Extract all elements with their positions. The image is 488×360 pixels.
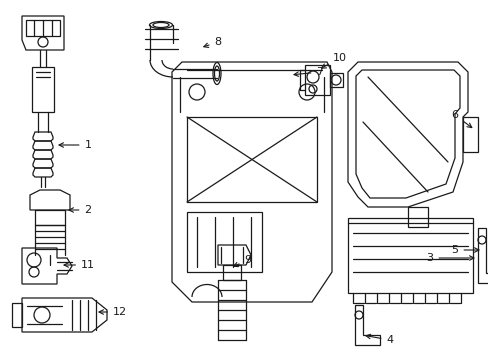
Text: 10: 10 [321, 53, 346, 68]
Text: 12: 12 [99, 307, 127, 317]
Text: 9: 9 [233, 255, 251, 267]
Text: 5: 5 [450, 245, 478, 255]
Text: 2: 2 [69, 205, 91, 215]
Text: 11: 11 [64, 260, 95, 270]
Text: 3: 3 [426, 253, 473, 263]
Text: 8: 8 [203, 37, 221, 48]
Text: 4: 4 [365, 334, 393, 345]
Text: 6: 6 [450, 110, 471, 127]
Text: 1: 1 [59, 140, 91, 150]
Text: 7: 7 [293, 67, 323, 77]
